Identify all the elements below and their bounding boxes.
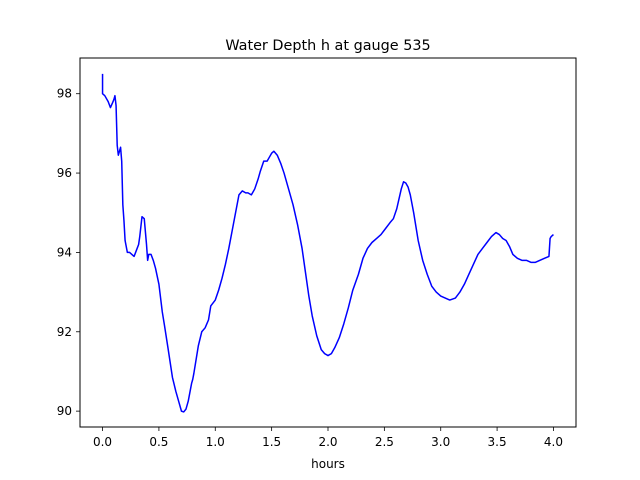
x-tick-label: 1.5 (262, 435, 281, 449)
y-tick-label: 98 (57, 87, 72, 101)
x-tick-label: 2.5 (375, 435, 394, 449)
x-tick-label: 3.5 (488, 435, 507, 449)
series-line (101, 73, 554, 413)
x-axis-ticks: 0.0 0.5 1.0 1.5 2.0 2.5 3.0 3.5 4.0 (93, 427, 563, 449)
x-tick-label: 0.5 (149, 435, 168, 449)
plot-area (101, 73, 554, 413)
x-tick-label: 3.0 (431, 435, 450, 449)
x-tick-label: 0.0 (93, 435, 112, 449)
chart-title: Water Depth h at gauge 535 (225, 38, 430, 54)
x-tick-label: 1.0 (206, 435, 225, 449)
y-tick-label: 90 (57, 404, 72, 418)
x-tick-label: 2.0 (318, 435, 337, 449)
x-tick-label: 4.0 (544, 435, 563, 449)
x-axis-label: hours (311, 457, 345, 471)
y-tick-label: 92 (57, 325, 72, 339)
y-tick-label: 94 (57, 245, 72, 259)
y-axis-ticks: 90 92 94 96 98 (57, 87, 80, 418)
y-tick-label: 96 (57, 166, 72, 180)
